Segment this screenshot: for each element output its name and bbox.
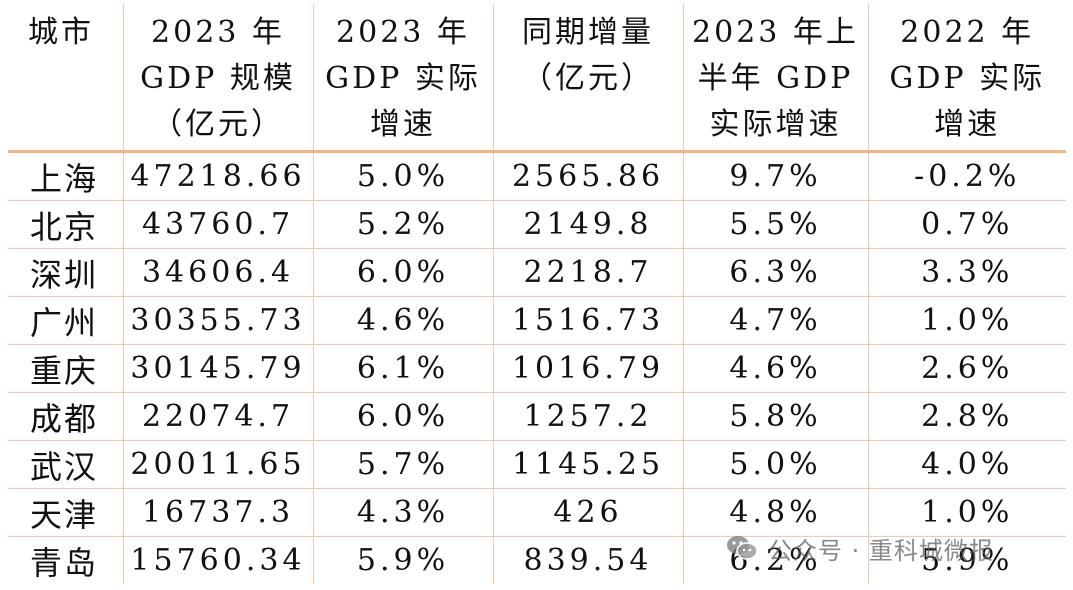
table-row: 天津 16737.3 4.3% 426 4.8% 1.0%: [8, 488, 1066, 537]
growth-h1-cell: 6.3%: [683, 248, 869, 297]
growth-2022-cell: 0.7%: [868, 200, 1066, 249]
header-line: （亿元）: [522, 61, 654, 96]
header-line: GDP 规模: [140, 61, 296, 96]
growth-2022-cell: 1.0%: [868, 296, 1066, 345]
gdp-2023-cell: 34606.4: [123, 248, 314, 297]
growth-2023-cell: 5.7%: [313, 440, 494, 489]
table-row: 成都 22074.7 6.0% 1257.2 5.8% 2.8%: [8, 392, 1066, 441]
increment-cell: 1257.2: [493, 392, 684, 441]
gdp-2023-cell: 15760.34: [123, 536, 314, 584]
gdp-2023-cell: 43760.7: [123, 200, 314, 249]
header-increment: 同期增量 （亿元）: [493, 4, 684, 153]
growth-h1-cell: 5.5%: [683, 200, 869, 249]
city-cell: 成都: [8, 392, 124, 441]
header-line: 2023 年: [151, 15, 285, 50]
table-row: 青岛 15760.34 5.9% 839.54 6.2% 5.9%: [8, 536, 1066, 584]
city-cell: 武汉: [8, 440, 124, 489]
increment-cell: 1516.73: [493, 296, 684, 345]
header-gdp-2023: 2023 年 GDP 规模 （亿元）: [123, 4, 314, 153]
header-row: 城市 2023 年 GDP 规模 （亿元） 2023 年 GDP 实际 增速 同…: [8, 4, 1066, 153]
growth-h1-cell: 4.6%: [683, 344, 869, 393]
growth-h1-cell: 4.7%: [683, 296, 869, 345]
header-line: GDP 实际: [325, 61, 481, 96]
growth-2022-cell: 2.6%: [868, 344, 1066, 393]
header-line: 增速: [370, 107, 436, 142]
city-cell: 青岛: [8, 536, 124, 584]
growth-2022-cell: 5.9%: [921, 543, 1014, 578]
growth-2022-cell: 3.3%: [868, 248, 1066, 297]
gdp-2023-cell: 20011.65: [123, 440, 314, 489]
increment-cell: 839.54: [493, 536, 684, 584]
table-row: 武汉 20011.65 5.7% 1145.25 5.0% 4.0%: [8, 440, 1066, 489]
city-cell: 广州: [8, 296, 124, 345]
increment-cell: 2149.8: [493, 200, 684, 249]
table-row: 广州 30355.73 4.6% 1516.73 4.7% 1.0%: [8, 296, 1066, 345]
table-row: 北京 43760.7 5.2% 2149.8 5.5% 0.7%: [8, 200, 1066, 249]
header-line: 2023 年: [336, 15, 470, 50]
city-cell: 天津: [8, 488, 124, 537]
growth-2022-cell: 4.0%: [868, 440, 1066, 489]
growth-2023-cell: 4.6%: [313, 296, 494, 345]
growth-h1-cell: 5.0%: [683, 440, 869, 489]
header-growth-2023: 2023 年 GDP 实际 增速: [313, 4, 494, 153]
table-row: 上海 47218.66 5.0% 2565.86 9.7% -0.2%: [8, 151, 1066, 201]
growth-h1-cell: 6.2%: [683, 536, 869, 584]
growth-2022-cell: 2.8%: [868, 392, 1066, 441]
gdp-2023-cell: 16737.3: [123, 488, 314, 537]
gdp-2023-cell: 47218.66: [123, 151, 314, 201]
gdp-2023-cell: 30355.73: [123, 296, 314, 345]
growth-h1-cell: 4.8%: [683, 488, 869, 537]
header-line: 2023 年上: [692, 15, 859, 50]
growth-2023-cell: 6.0%: [313, 392, 494, 441]
table-row: 重庆 30145.79 6.1% 1016.79 4.6% 2.6%: [8, 344, 1066, 393]
header-line: 实际增速: [709, 107, 842, 142]
gdp-2023-cell: 22074.7: [123, 392, 314, 441]
increment-cell: 2218.7: [493, 248, 684, 297]
header-line: 城市: [28, 15, 94, 50]
growth-h1-cell: 9.7%: [683, 151, 869, 201]
header-line: 2022 年: [900, 15, 1035, 50]
growth-2022-cell: -0.2%: [868, 151, 1066, 201]
city-cell: 重庆: [8, 344, 124, 393]
growth-2023-cell: 5.2%: [313, 200, 494, 249]
city-cell: 上海: [8, 151, 124, 201]
growth-2023-cell: 5.0%: [313, 151, 494, 201]
growth-2023-cell: 6.1%: [313, 344, 494, 393]
increment-cell: 1145.25: [493, 440, 684, 489]
header-line: 增速: [934, 107, 1001, 142]
header-growth-2022: 2022 年 GDP 实际 增速: [868, 4, 1066, 153]
increment-cell: 1016.79: [493, 344, 684, 393]
city-cell: 北京: [8, 200, 124, 249]
header-city: 城市: [8, 4, 124, 153]
table-row: 深圳 34606.4 6.0% 2218.7 6.3% 3.3%: [8, 248, 1066, 297]
growth-2023-cell: 5.9%: [313, 536, 494, 584]
header-line: 同期增量: [522, 15, 654, 50]
header-line: GDP 实际: [889, 61, 1046, 96]
increment-cell: 426: [493, 488, 684, 537]
header-line: 半年 GDP: [697, 61, 854, 96]
growth-2023-cell: 4.3%: [313, 488, 494, 537]
city-cell: 深圳: [8, 248, 124, 297]
header-line: （亿元）: [152, 107, 284, 142]
growth-2022-cell: 1.0%: [868, 488, 1066, 537]
gdp-table: 城市 2023 年 GDP 规模 （亿元） 2023 年 GDP 实际 增速 同…: [8, 4, 1066, 584]
increment-cell: 2565.86: [493, 151, 684, 201]
growth-h1-cell: 5.8%: [683, 392, 869, 441]
growth-2023-cell: 6.0%: [313, 248, 494, 297]
header-growth-h1-2023: 2023 年上 半年 GDP 实际增速: [683, 4, 869, 153]
gdp-2023-cell: 30145.79: [123, 344, 314, 393]
